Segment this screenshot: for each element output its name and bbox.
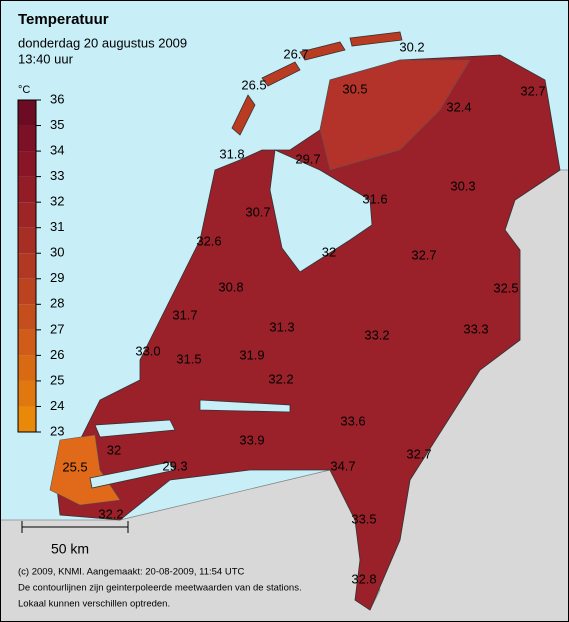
station-value: 31.3 — [269, 319, 294, 334]
station-value: 31.8 — [219, 146, 244, 161]
station-value: 32.7 — [406, 446, 431, 461]
island — [261, 61, 301, 87]
station-value: 29.7 — [295, 151, 320, 166]
station-value: 32.2 — [268, 371, 293, 386]
title: Temperatuur — [18, 11, 109, 28]
footer: (c) 2009, KNMI. Aangemaakt: 20-08-2009, … — [18, 567, 302, 610]
station-value: 29.3 — [162, 458, 187, 473]
footer-line: De contourlijnen zijn geinterpoleerde me… — [18, 583, 302, 594]
tick-label: 28 — [50, 296, 64, 311]
colorbar-band — [18, 329, 36, 356]
station-value: 33.5 — [351, 511, 376, 526]
station-value: 33.3 — [463, 321, 488, 336]
tick-label: 26 — [50, 347, 64, 362]
tick-label: 36 — [50, 91, 64, 106]
oosterschelde — [94, 419, 176, 438]
station-value: 32.8 — [351, 571, 376, 586]
stations: 26.7 30.2 26.5 30.5 32.4 32.7 31.8 29.7 30.3 31.6… — [62, 39, 545, 586]
colorbar-band — [18, 304, 36, 330]
station-value: 30.8 — [218, 279, 243, 294]
station-value: 32.2 — [98, 506, 123, 521]
station-value: 31.6 — [362, 191, 387, 206]
station-value: 25.5 — [62, 459, 87, 474]
station-value: 30.3 — [450, 178, 475, 193]
station-value: 32 — [322, 244, 336, 259]
tick-label: 23 — [50, 423, 64, 438]
station-value: 32.7 — [411, 247, 436, 262]
station-value: 32.6 — [196, 233, 221, 248]
station-value: 26.7 — [283, 46, 308, 61]
time: 13:40 uur — [18, 51, 74, 66]
tick-label: 33 — [50, 168, 64, 183]
station-value: 31.7 — [172, 307, 197, 322]
colorbar-frame — [17, 99, 37, 433]
island — [231, 94, 256, 136]
station-value: 26.5 — [241, 77, 266, 92]
station-value: 33.6 — [340, 413, 365, 428]
tick-label: 29 — [50, 270, 64, 285]
subtitle: donderdag 20 augustus 2009 — [18, 35, 187, 50]
scale-label: 50 km — [51, 541, 89, 557]
colorbar-band — [18, 278, 36, 305]
station-value: 31.5 — [176, 351, 201, 366]
zeeland-warm — [49, 434, 121, 506]
north-region — [319, 59, 471, 171]
ijsselmeer — [269, 149, 373, 273]
station-value: 32.5 — [493, 280, 518, 295]
colorbar-band — [18, 151, 36, 177]
colorbar-band — [18, 253, 36, 279]
footer-line: Lokaal kunnen verschillen optreden. — [18, 599, 170, 610]
footer-line: (c) 2009, KNMI. Aangemaakt: 20-08-2009, … — [18, 567, 244, 578]
station-value: 34.7 — [330, 458, 355, 473]
station-value: 32.7 — [520, 83, 545, 98]
colorbar: 23 24 25 26 27 28 29 30 31 32 33 34 35 36 — [17, 91, 64, 438]
station-value: 30.5 — [342, 81, 367, 96]
tick-label: 27 — [50, 321, 64, 336]
tick-label: 24 — [50, 398, 64, 413]
station-value: 30.2 — [399, 39, 424, 54]
tick-label: 30 — [50, 245, 64, 260]
netherlands — [54, 54, 561, 611]
westerschelde — [89, 461, 176, 489]
colorbar-band — [18, 100, 36, 126]
legend-unit: °C — [18, 84, 30, 96]
tick-label: 31 — [50, 219, 64, 234]
station-value: 33.2 — [364, 327, 389, 342]
river-mouth — [199, 399, 291, 413]
station-value: 31.9 — [239, 347, 264, 362]
tick-label: 32 — [50, 194, 64, 209]
colorbar-band — [18, 406, 36, 432]
colorbar-band — [18, 355, 36, 381]
colorbar-band — [18, 380, 36, 407]
station-value: 33.9 — [239, 432, 264, 447]
island — [299, 41, 346, 61]
tick-label: 25 — [50, 372, 64, 387]
tick-label: 35 — [50, 117, 64, 132]
station-value: 33.0 — [135, 343, 160, 358]
station-value: 30.7 — [245, 204, 270, 219]
station-value: 32 — [107, 442, 121, 457]
station-value: 32.4 — [446, 99, 471, 114]
colorbar-band — [18, 176, 36, 203]
island — [349, 31, 403, 47]
colorbar-band — [18, 125, 36, 152]
colorbar-band — [18, 227, 36, 254]
tick-label: 34 — [50, 143, 64, 158]
colorbar-band — [18, 202, 36, 228]
